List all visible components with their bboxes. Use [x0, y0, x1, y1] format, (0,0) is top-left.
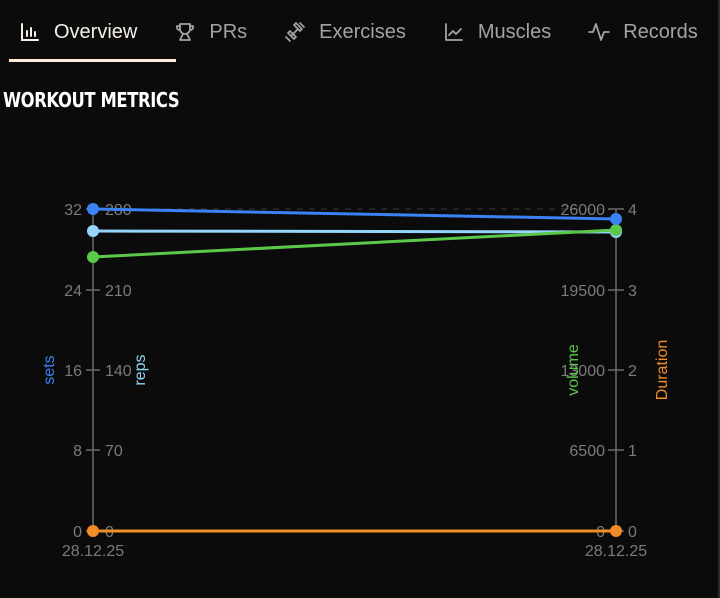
duration-tick: 1 — [628, 443, 637, 460]
dumbbell-icon — [283, 20, 307, 44]
tab-overview[interactable]: Overview — [0, 0, 177, 64]
activity-icon — [587, 20, 611, 44]
x-tick: 28.12.25 — [62, 543, 124, 560]
series-volume — [87, 224, 622, 263]
volume-tick: 13000 — [561, 363, 606, 380]
tab-muscles[interactable]: Muscles — [424, 0, 569, 64]
data-point[interactable] — [87, 203, 99, 215]
duration-axis-label: Duration — [654, 340, 671, 400]
data-point[interactable] — [610, 224, 622, 236]
duration-tick: 2 — [628, 363, 637, 380]
reps-tick: 70 — [105, 443, 123, 460]
data-point[interactable] — [87, 525, 99, 537]
tab-label: Exercises — [319, 20, 406, 43]
tab-label: Overview — [54, 20, 138, 43]
sets-tick: 0 — [73, 524, 82, 541]
tab-label: Muscles — [477, 20, 552, 43]
data-point[interactable] — [610, 213, 622, 225]
tab-label: Records — [623, 20, 698, 43]
sets-tick: 32 — [64, 202, 82, 219]
volume-tick: 19500 — [561, 283, 606, 300]
bar-chart-icon — [18, 20, 42, 44]
panel-border — [718, 0, 720, 598]
volume-axis-label: volume — [565, 344, 582, 396]
duration-tick: 3 — [628, 283, 637, 300]
reps-axis-label: reps — [132, 354, 149, 385]
line-chart-icon — [442, 20, 466, 44]
tab-exercises[interactable]: Exercises — [265, 0, 424, 64]
sets-axis-label: sets — [41, 355, 58, 384]
section-title: Workout Metrics — [3, 88, 180, 112]
sets-tick: 16 — [64, 363, 82, 380]
sets-tick: 8 — [73, 443, 82, 460]
data-point[interactable] — [610, 525, 622, 537]
tab-records[interactable]: Records — [569, 0, 715, 64]
tab-prs[interactable]: PRs — [155, 0, 265, 64]
data-point[interactable] — [87, 225, 99, 237]
reps-tick: 210 — [105, 283, 132, 300]
volume-tick: 6500 — [569, 443, 605, 460]
trophy-icon — [173, 20, 197, 44]
data-point[interactable] — [87, 251, 99, 263]
series-duration — [87, 525, 622, 537]
volume-tick: 26000 — [561, 202, 606, 219]
series-reps — [87, 225, 622, 238]
tab-label: PRs — [209, 20, 248, 43]
right-axis: 26000 19500 13000 6500 0 4 3 2 1 0 volum… — [561, 202, 672, 541]
sets-tick: 24 — [64, 283, 82, 300]
series-sets — [87, 203, 622, 225]
x-tick: 28.12.25 — [585, 543, 647, 560]
duration-tick: 0 — [628, 524, 637, 541]
tab-bar: Overview PRs Exercises Muscles Records — [0, 0, 718, 64]
duration-tick: 4 — [628, 202, 637, 219]
reps-tick: 140 — [105, 363, 132, 380]
